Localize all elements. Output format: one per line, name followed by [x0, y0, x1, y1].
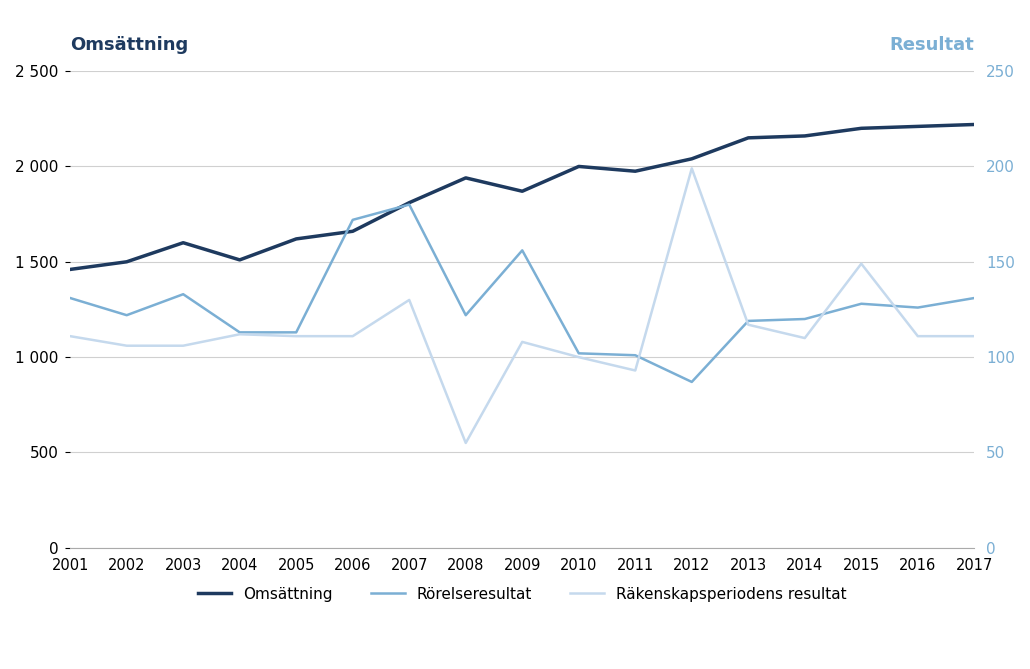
Text: Omsättning: Omsättning	[70, 36, 188, 54]
Text: Resultat: Resultat	[890, 36, 974, 54]
Legend: Omsättning, Rörelseresultat, Räkenskapsperiodens resultat: Omsättning, Rörelseresultat, Räkenskapsp…	[198, 587, 847, 602]
